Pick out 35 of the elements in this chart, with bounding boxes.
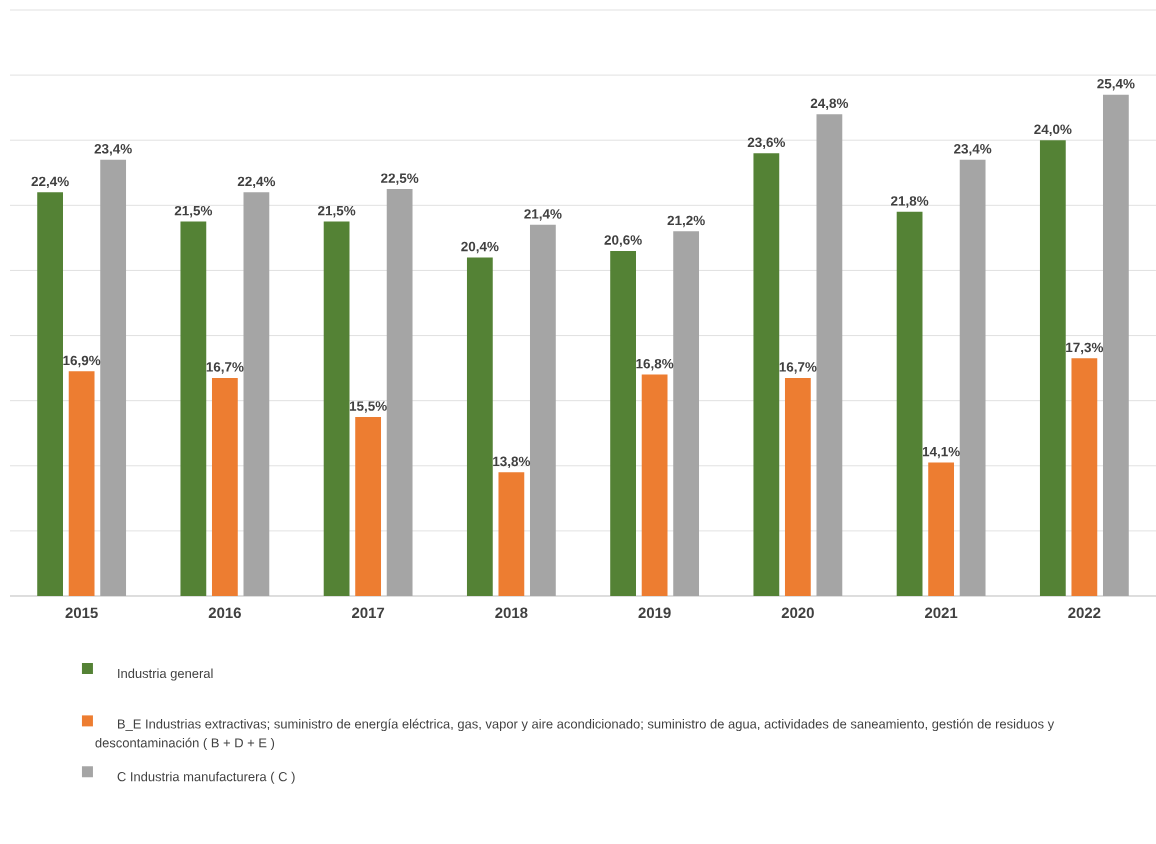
legend-label: B_E Industrias extractivas; suministro de energía eléctrica, gas, vapor y aire acondicionado; suministro de agua, actividades de saneamiento, gestión de residuos y descontaminación ( B + D + E ) [95,718,1055,751]
x-tick-label: 2015 [65,607,98,619]
data-label: 22,5% [381,173,419,185]
data-label: 21,5% [318,205,356,218]
x-tick-label: 2018 [495,607,528,619]
x-tick-label: 2016 [208,607,241,619]
x-tick-label: 2019 [638,607,671,619]
x-tick-label: 2022 [1068,607,1101,619]
x-tick-label: 2017 [352,607,385,619]
data-label: 15,5% [349,401,387,413]
legend-label: Industria general [118,668,213,681]
data-label: 21,4% [524,209,562,221]
data-label: 16,7% [206,362,244,374]
data-label: 24,8% [810,98,849,110]
data-label: 16,9% [63,355,101,368]
data-label: 20,6% [604,235,642,247]
data-label: 23,4% [94,144,132,156]
data-label: 25,4% [1097,78,1135,91]
data-label: 22,4% [31,176,69,189]
data-label: 16,7% [779,362,817,374]
data-label: 13,8% [493,456,531,469]
data-label: 21,5% [174,205,213,218]
data-label: 20,4% [461,241,499,254]
data-label: 23,4% [954,144,992,156]
data-label: 24,0% [1034,124,1072,137]
x-tick-label: 2020 [781,607,814,619]
x-tick-label: 2021 [925,607,958,619]
legend-label: C Industria manufacturera ( C ) [117,771,295,784]
data-label: 14,1% [922,446,960,459]
data-label: 17,3% [1066,342,1104,355]
data-label: 16,8% [636,358,674,371]
data-label: 23,6% [747,137,786,150]
data-label: 22,4% [237,176,276,189]
data-label: 21,2% [667,215,705,228]
data-label: 21,8% [891,196,929,208]
